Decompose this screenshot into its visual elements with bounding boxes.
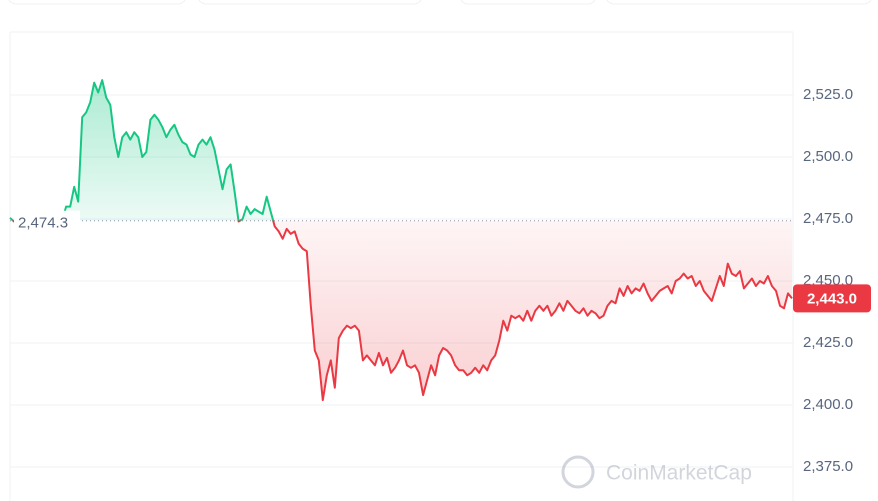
- last-price-badge: [793, 284, 871, 313]
- y-tick-label: 2,500.0: [803, 148, 853, 165]
- y-tick-label: 2,475.0: [803, 210, 853, 227]
- watermark-text: CoinMarketCap: [606, 462, 752, 485]
- y-tick-label: 2,400.0: [803, 396, 853, 413]
- baseline-label: 2,474.3: [18, 215, 68, 232]
- y-tick-label: 2,525.0: [803, 86, 853, 103]
- tab[interactable]: [460, 0, 596, 5]
- watermark: CoinMarketCap: [561, 455, 752, 489]
- watermark-logo: [561, 455, 595, 489]
- tab[interactable]: [606, 0, 872, 5]
- y-tick-label: 2,425.0: [803, 334, 853, 351]
- baseline-label-bg: [14, 210, 80, 231]
- price-line: [9, 79, 793, 402]
- y-tick-label: 2,375.0: [803, 458, 853, 475]
- tab[interactable]: [8, 0, 186, 5]
- area-fill: [10, 80, 792, 401]
- tab[interactable]: [198, 0, 422, 5]
- last-price-label: 2,443.0: [807, 290, 857, 307]
